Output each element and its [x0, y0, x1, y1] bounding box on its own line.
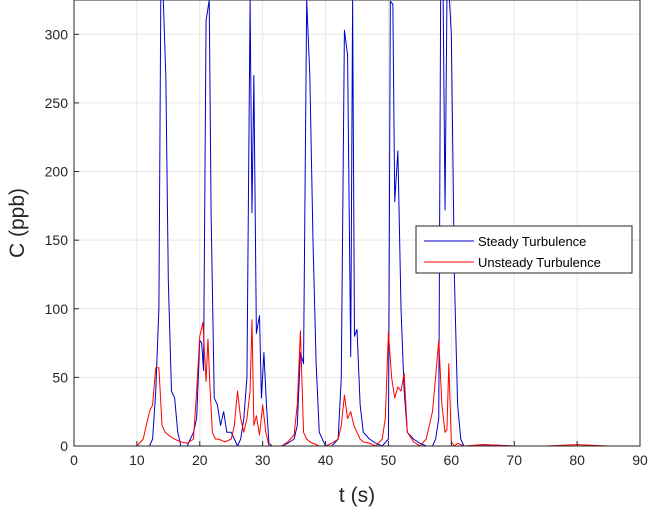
- y-tick-label: 50: [52, 369, 68, 385]
- x-tick-label: 30: [255, 452, 271, 468]
- x-tick-label: 10: [129, 452, 145, 468]
- x-tick-label: 80: [569, 452, 585, 468]
- y-tick-label: 250: [45, 95, 69, 111]
- x-tick-label: 20: [192, 452, 208, 468]
- y-axis-label: C (ppb): [6, 188, 29, 258]
- series-line-steady-turbulence: [74, 0, 640, 446]
- series-line-unsteady-turbulence: [74, 319, 640, 446]
- x-axis-ticks: 0 10 20 30 40 50 60 70 80 90: [70, 441, 648, 468]
- x-axis-label: t (s): [339, 484, 375, 507]
- x-tick-label: 40: [318, 452, 334, 468]
- legend-box: [415, 225, 633, 274]
- x-tick-label: 60: [444, 452, 460, 468]
- y-tick-label: 0: [60, 438, 68, 454]
- x-tick-label: 0: [70, 452, 78, 468]
- legend-label-unsteady: Unsteady Turbulence: [478, 255, 601, 270]
- y-axis-ticks: 0 50 100 150 200 250 300: [45, 26, 79, 454]
- x-tick-label: 50: [381, 452, 397, 468]
- y-tick-label: 150: [45, 232, 69, 248]
- legend: Steady Turbulence Unsteady Turbulence: [415, 225, 633, 274]
- plot-background: [74, 0, 640, 446]
- series-layer: [74, 0, 640, 446]
- x-tick-label: 90: [632, 452, 648, 468]
- y-tick-label: 200: [45, 164, 69, 180]
- legend-label-steady: Steady Turbulence: [478, 234, 586, 249]
- y-tick-label: 300: [45, 26, 69, 42]
- x-tick-label: 70: [506, 452, 522, 468]
- y-tick-label: 100: [45, 301, 69, 317]
- plot-frame: [73, 0, 641, 447]
